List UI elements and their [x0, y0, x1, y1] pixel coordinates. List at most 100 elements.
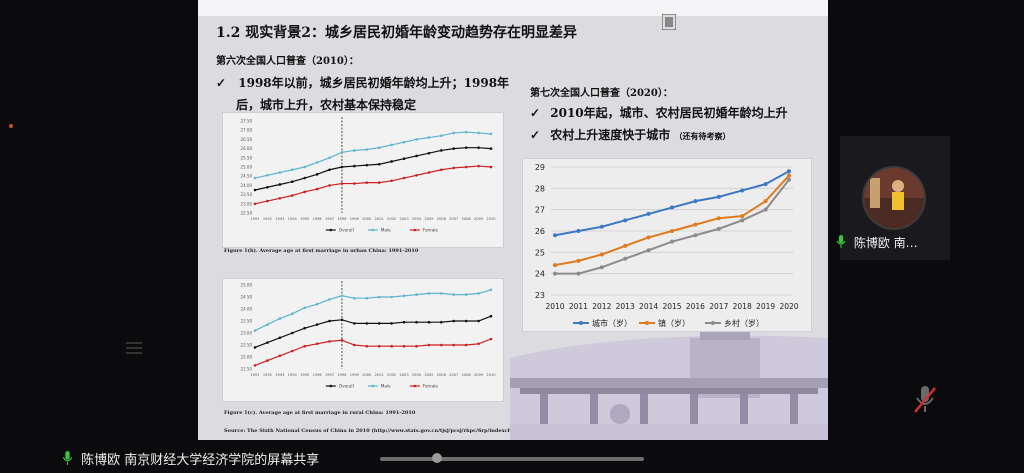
data-point-overall — [266, 185, 269, 189]
check-icon: ✓ — [530, 128, 541, 142]
series-line-female — [254, 165, 492, 205]
data-point-overall — [353, 322, 356, 325]
data-point-overall — [452, 319, 456, 323]
data-point-female — [452, 343, 456, 347]
legend-label-female: Female — [423, 228, 439, 233]
data-point-male — [477, 131, 480, 135]
data-point — [693, 199, 698, 204]
y-tick-label: 26.50 — [241, 137, 253, 142]
data-point-female — [253, 202, 257, 206]
data-point-male — [328, 156, 331, 160]
data-point-female — [427, 343, 431, 347]
x-tick-label: 2002 — [387, 373, 396, 377]
x-tick-label: 1996 — [313, 217, 323, 221]
data-point-male — [390, 143, 393, 147]
x-tick-label: 1995 — [300, 373, 309, 377]
legend-label: 城市（岁） — [592, 318, 632, 328]
x-tick-label: 2003 — [399, 373, 408, 377]
data-point-overall — [328, 168, 331, 172]
y-tick-label: 24.50 — [241, 174, 253, 179]
y-tick-label: 27.50 — [241, 119, 253, 124]
menu-icon[interactable] — [126, 342, 142, 354]
bullet-2020-note: （还有待考察） — [674, 131, 731, 141]
y-tick-label: 24.00 — [241, 183, 253, 188]
page-progress-handle[interactable] — [432, 453, 442, 463]
data-point-female — [266, 359, 269, 362]
data-point-female — [427, 171, 431, 174]
data-point-female — [290, 194, 294, 197]
y-tick-label: 23.00 — [241, 331, 253, 336]
data-point-overall — [415, 320, 418, 324]
data-point-male — [452, 131, 456, 135]
data-point-female — [440, 168, 443, 172]
x-tick-label: 1992 — [263, 373, 272, 377]
y-tick-label: 26.00 — [241, 146, 253, 151]
data-point-female — [278, 196, 282, 200]
data-point-male — [315, 302, 319, 306]
x-tick-label: 2013 — [616, 302, 635, 311]
data-point — [576, 271, 581, 276]
data-point-male — [290, 168, 294, 172]
data-point-female — [477, 164, 480, 168]
data-point — [763, 199, 768, 204]
x-tick-label: 1998 — [337, 217, 347, 221]
data-point — [646, 235, 651, 240]
x-tick-label: 2015 — [662, 302, 681, 311]
x-tick-label: 2006 — [437, 373, 447, 377]
census-2010-heading: 第六次全国人口普查（2010）： — [216, 56, 359, 67]
data-point-male — [464, 130, 468, 134]
data-point — [670, 239, 674, 244]
x-tick-label: 2007 — [449, 217, 458, 221]
check-icon: ✓ — [216, 76, 227, 90]
data-point-female — [340, 338, 344, 342]
y-tick-label: 24.00 — [241, 307, 253, 312]
mic-muted-icon[interactable] — [912, 384, 938, 416]
data-point — [576, 229, 581, 233]
x-tick-label: 2001 — [375, 217, 384, 221]
data-point-overall — [464, 319, 468, 323]
census-2020-chart: 23 24 25 26 27 28 29 2010 2011 2012 2013 2014 2015 20… — [535, 163, 799, 328]
data-point-female — [464, 343, 468, 347]
data-point-overall — [464, 146, 468, 149]
data-point — [553, 271, 557, 276]
slide-title: 1.2 现实背景2：城乡居民初婚年龄变动趋势存在明显差异 — [216, 25, 577, 41]
x-tick-label: 1998 — [337, 373, 347, 377]
x-tick-label: 2009 — [474, 373, 484, 377]
data-point-overall — [253, 346, 257, 349]
data-point-overall — [440, 149, 443, 152]
x-tick-label: 2020 — [779, 302, 798, 311]
page-progress-bar[interactable] — [380, 457, 644, 461]
legend-label: 镇（岁） — [658, 318, 690, 328]
data-point-male — [290, 312, 294, 316]
y-tick-label: 24 — [535, 270, 545, 279]
data-point-overall — [415, 154, 418, 158]
data-point-overall — [278, 336, 282, 340]
screen-share-label: 陈博欧 南京财经大学经济学院的屏幕共享 — [62, 449, 319, 470]
data-point-male — [402, 140, 406, 144]
data-point-female — [290, 349, 294, 353]
data-point-male — [377, 295, 381, 299]
x-tick-label: 1993 — [275, 217, 284, 221]
y-tick-label: 23 — [535, 291, 545, 300]
y-tick-label: 28 — [535, 184, 545, 193]
x-tick-label: 2018 — [733, 302, 752, 311]
bullet-2020-text2: 农村上升速度快于城市 — [550, 128, 671, 142]
legend-label-overall: Overall — [339, 384, 354, 389]
series-line-female — [254, 338, 492, 366]
x-tick-label: 1999 — [350, 217, 360, 221]
data-point-female — [489, 337, 493, 341]
y-tick-label: 25.00 — [241, 283, 253, 288]
legend-marker — [711, 321, 715, 325]
data-point-female — [315, 187, 319, 191]
data-point-female — [365, 181, 369, 184]
urban-chart-panel: 22.50 23.00 23.50 24.00 24.50 25.00 25.50 26.00… — [222, 112, 504, 248]
data-point-overall — [477, 146, 480, 149]
participant-avatar — [862, 166, 926, 230]
x-tick-label: 1995 — [300, 217, 309, 221]
data-point — [787, 169, 791, 174]
campus-building-image — [510, 318, 828, 440]
data-point-overall — [390, 160, 393, 163]
data-point-male — [340, 150, 344, 154]
legend-marker — [371, 384, 375, 388]
x-tick-label: 1991 — [250, 217, 259, 221]
